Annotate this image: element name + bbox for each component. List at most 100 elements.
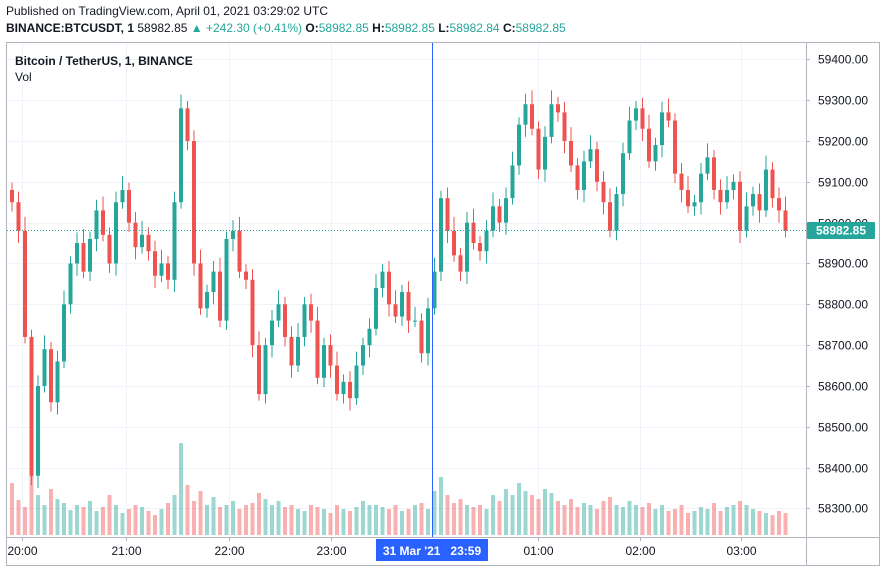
candle-body xyxy=(55,361,60,403)
candle xyxy=(614,186,619,241)
volume-bar xyxy=(406,509,411,535)
volume-bar xyxy=(439,477,443,535)
volume-bar xyxy=(322,509,326,535)
candle xyxy=(218,257,222,328)
candle xyxy=(647,114,651,168)
candle-body xyxy=(686,189,690,207)
candle-body xyxy=(387,271,391,305)
volume-bar xyxy=(94,511,99,535)
candle-body xyxy=(192,140,196,264)
chart-frame[interactable] xyxy=(6,42,880,566)
candle-body xyxy=(218,271,222,321)
volume-bar xyxy=(289,505,294,535)
candle-body xyxy=(127,189,131,223)
volume-bar xyxy=(562,505,567,535)
candle-body xyxy=(75,243,79,264)
candle xyxy=(62,290,66,368)
candle xyxy=(263,337,268,404)
change-value: ▲ +242.30 (+0.41%) xyxy=(190,21,303,35)
candle-body xyxy=(406,292,411,321)
candle-body xyxy=(549,104,554,137)
volume-bar xyxy=(374,505,378,535)
volume-bar xyxy=(738,501,742,535)
volume-bar xyxy=(36,495,40,535)
candle xyxy=(777,187,781,223)
candle xyxy=(250,269,255,358)
candlesticks xyxy=(10,90,788,489)
candle xyxy=(666,98,671,128)
y-tick-label: 59100.00 xyxy=(818,176,868,190)
close-label: C: xyxy=(502,21,516,35)
volume-bar xyxy=(686,513,690,535)
candle xyxy=(640,97,645,141)
candle-body xyxy=(497,206,502,223)
candle xyxy=(302,296,307,347)
candle-body xyxy=(289,336,294,366)
candle xyxy=(517,117,521,175)
time-axis: 20:00 21:00 22:00 23:00 01:00 02:00 03:00 xyxy=(7,537,757,558)
candle xyxy=(29,329,34,486)
open-label: O: xyxy=(305,21,319,35)
candle-body xyxy=(270,320,274,346)
candle xyxy=(673,113,677,184)
candle xyxy=(23,216,27,344)
candle-body xyxy=(393,304,398,317)
candle-body xyxy=(757,194,762,211)
volume-bar xyxy=(341,509,346,535)
last-price-badge: 58982.85 xyxy=(807,222,875,239)
candle xyxy=(159,249,164,283)
candle xyxy=(634,100,638,130)
volume-bar xyxy=(68,510,73,535)
candle xyxy=(419,313,424,363)
volume-bar xyxy=(413,505,417,535)
volume-bar xyxy=(757,511,762,535)
volume-bar xyxy=(211,497,216,535)
candle-body xyxy=(315,320,320,378)
candle xyxy=(692,194,697,216)
candle xyxy=(783,196,788,238)
candle xyxy=(36,375,40,489)
volume-bar xyxy=(679,505,684,535)
volume-bar xyxy=(55,499,60,535)
candle xyxy=(393,290,398,324)
volume-bar xyxy=(16,500,21,535)
volume-bar xyxy=(159,509,164,535)
volume-bar xyxy=(179,443,183,535)
chart-legend-title: Bitcoin / TetherUS, 1, BINANCE xyxy=(15,54,193,68)
volume-bar xyxy=(465,505,469,535)
candle-body xyxy=(543,136,547,170)
x-tick-label: 02:00 xyxy=(625,544,655,558)
volume-bar xyxy=(614,505,619,535)
volume-bar xyxy=(29,460,34,535)
volume-bar xyxy=(595,509,599,535)
candle xyxy=(569,127,573,173)
candle xyxy=(660,101,664,158)
candle xyxy=(380,264,385,298)
candle-body xyxy=(172,202,177,280)
volume-bar xyxy=(335,505,339,535)
candle xyxy=(231,220,235,252)
candle xyxy=(556,96,560,122)
volume-bar xyxy=(127,509,131,535)
candle xyxy=(192,130,196,276)
volume-bar xyxy=(153,515,157,535)
candle xyxy=(179,94,183,209)
volume-bar xyxy=(185,485,190,535)
candle xyxy=(770,162,775,208)
candle xyxy=(328,334,333,378)
high-value: 58982.85 xyxy=(384,21,435,35)
candle xyxy=(101,196,105,242)
candle-body xyxy=(231,230,235,239)
volume-bar xyxy=(75,505,79,535)
candle-body xyxy=(712,157,716,190)
candle-body xyxy=(647,128,651,162)
candle xyxy=(140,221,144,254)
candle-body xyxy=(627,120,632,154)
candle xyxy=(120,176,125,209)
volume-bar xyxy=(588,505,593,535)
x-tick-label: 23:00 xyxy=(316,544,346,558)
volume-bar xyxy=(556,501,560,535)
volume-bar xyxy=(315,507,320,535)
candle-body xyxy=(536,128,541,170)
